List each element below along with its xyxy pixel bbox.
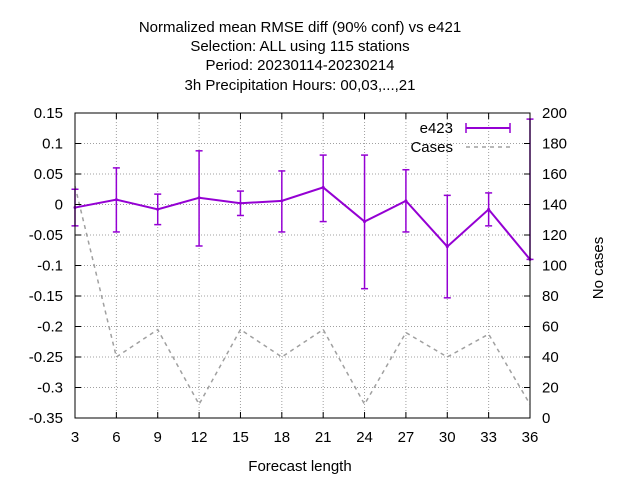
x-tick-label: 30 [439,429,456,446]
y2-tick-label: 80 [542,288,559,305]
axis-ticks [74,112,531,419]
e423-line [74,186,531,261]
legend-label-cases: Cases [410,139,453,156]
y-tick-label: 0 [55,197,63,214]
y2-tick-label: 120 [542,227,567,244]
grid-lines [75,113,530,418]
x-tick-label: 3 [71,429,79,446]
x-tick-label: 12 [191,429,208,446]
x-tick-label: 36 [522,429,539,446]
y2-tick-label: 160 [542,166,567,183]
e423-series [71,118,534,299]
cases-series [74,186,531,406]
y-tick-label: -0.2 [37,319,63,336]
y2-tick-label: 60 [542,319,559,336]
y-tick-label: -0.1 [37,258,63,275]
title-line-4: 3h Precipitation Hours: 00,03,...,21 [185,77,416,94]
y-tick-label: -0.15 [29,288,63,305]
y2-tick-label: 200 [542,105,567,122]
legend: e423 Cases [410,120,511,156]
y-tick-label: 0.05 [34,166,63,183]
title-line-3: Period: 20230114-20230214 [205,57,394,74]
x-axis-label: Forecast length [248,458,351,475]
plot-frame [74,112,531,419]
y2-axis-label: No cases [590,237,607,300]
y2-tick-label: 40 [542,349,559,366]
y2-tick-label: 180 [542,136,567,153]
x-tick-label: 6 [112,429,120,446]
y2-tick-label: 100 [542,258,567,275]
x-tick-label: 24 [356,429,373,446]
e423-point [363,220,367,224]
x-tick-label: 27 [398,429,415,446]
y-tick-label: -0.3 [37,380,63,397]
title-line-1: Normalized mean RMSE diff (90% conf) vs … [139,19,461,36]
title-line-2: Selection: ALL using 115 stations [190,38,409,55]
y-tick-label: -0.05 [29,227,63,244]
y2-tick-label: 0 [542,410,550,427]
e423-point [487,207,491,211]
y2-tick-label: 20 [542,380,559,397]
x-tick-label: 9 [154,429,162,446]
y-tick-label: -0.35 [29,410,63,427]
y-tick-label: 0.1 [42,136,63,153]
legend-label-e423: e423 [420,120,453,137]
x-tick-label: 33 [480,429,497,446]
axis-tick-labels: 3 6 9 12 15 18 21 24 27 30 33 360.150.10.050-0.05-0… [29,105,567,446]
e423-point [321,185,325,189]
y-tick-label: -0.25 [29,349,63,366]
y2-tick-label: 140 [542,197,567,214]
x-tick-label: 21 [315,429,332,446]
cases-line [74,186,531,406]
e423-point [445,245,449,249]
e423-point [114,198,118,202]
x-tick-label: 15 [232,429,249,446]
e423-point [404,199,408,203]
x-tick-label: 18 [273,429,290,446]
chart-title: Normalized mean RMSE diff (90% conf) vs … [139,19,461,94]
y-tick-label: 0.15 [34,105,63,122]
e423-point [156,207,160,211]
e423-point [238,201,242,205]
e423-point [280,199,284,203]
e423-point [197,196,201,200]
